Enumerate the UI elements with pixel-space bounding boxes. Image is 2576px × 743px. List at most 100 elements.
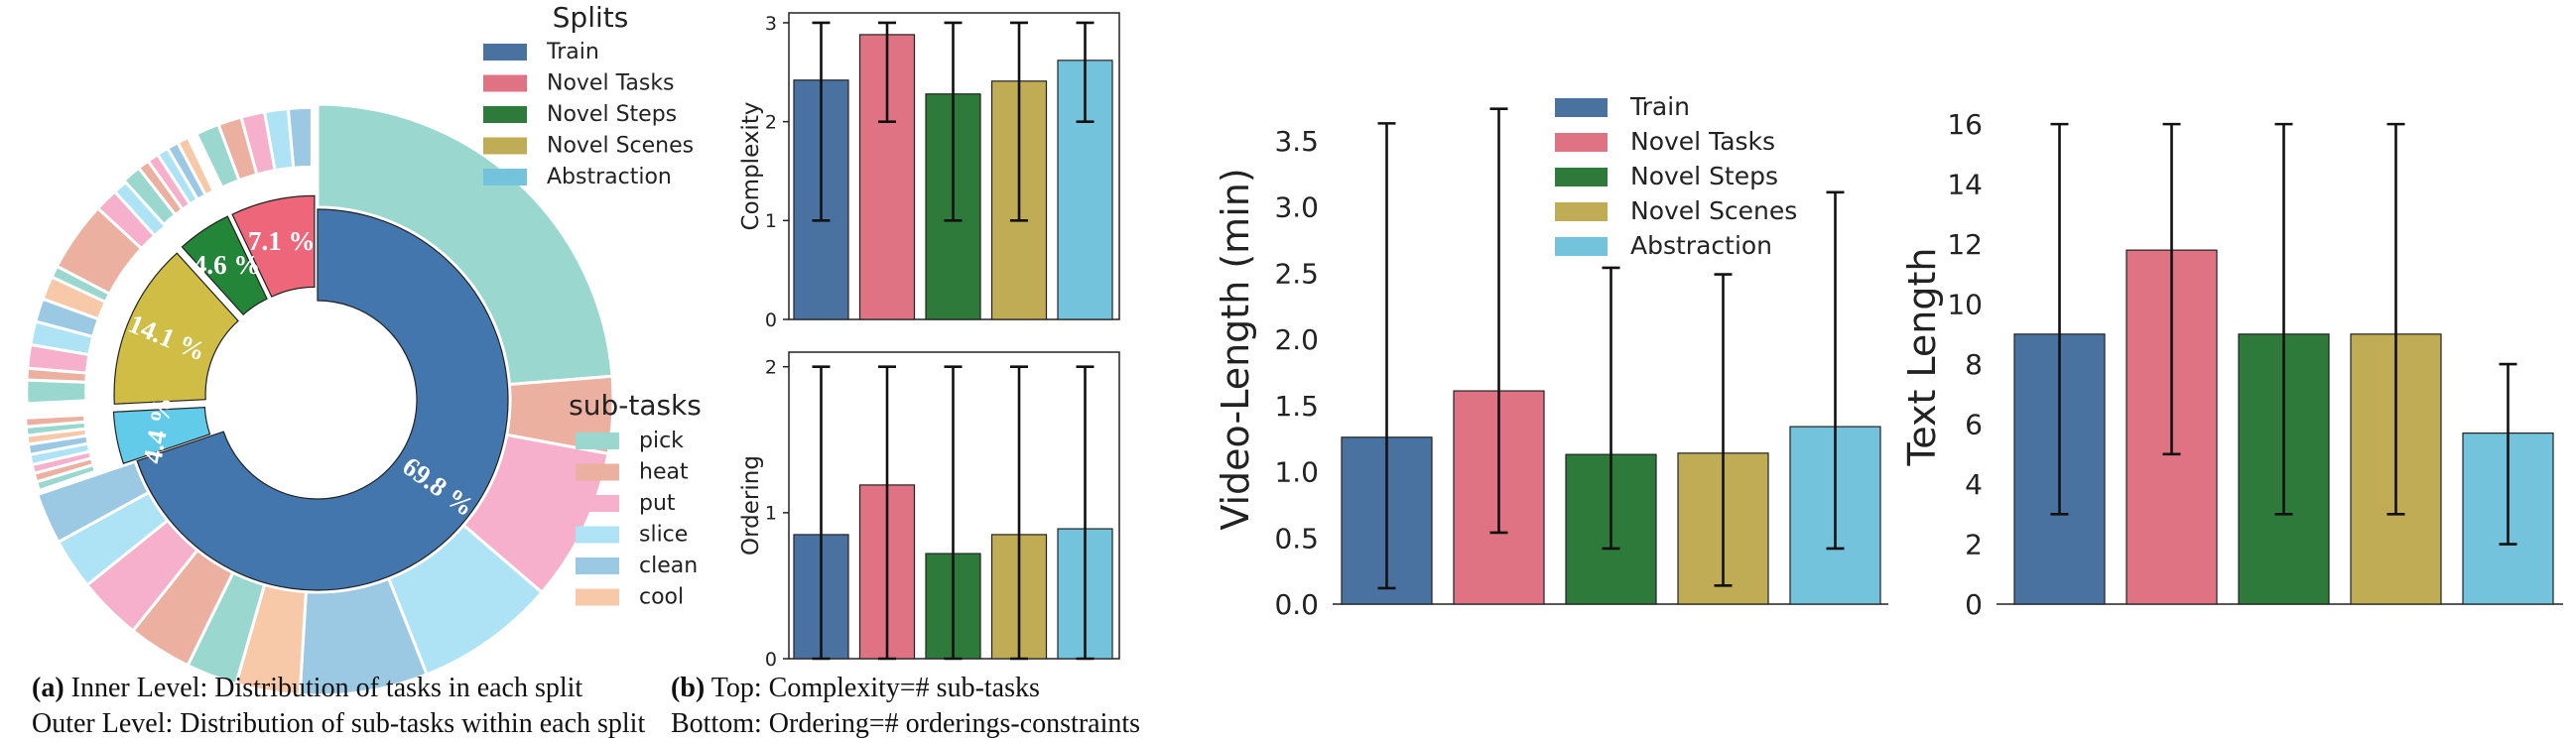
legend-item-train: Train — [483, 40, 599, 64]
legend-label: put — [639, 491, 676, 516]
y-tick-label: 0.5 — [1274, 522, 1319, 555]
legend-label: Novel Scenes — [547, 134, 694, 159]
legend-swatch — [483, 137, 527, 155]
value-label-novel-steps: 4.6 % — [193, 250, 261, 280]
legend-label: slice — [639, 523, 688, 548]
text-length-bar-chart: 0 2 4 6 8 10 12 14 16 Text Length — [1900, 108, 2563, 621]
legend-label: Novel Tasks — [1630, 127, 1775, 156]
y-tick-label: 3.0 — [1274, 191, 1319, 224]
legend-swatch — [1555, 202, 1608, 221]
legend-swatch — [576, 526, 619, 544]
legend-swatch — [1555, 133, 1608, 152]
legend-item-cool: cool — [576, 585, 684, 610]
legend-label: cool — [639, 585, 684, 610]
caption-b-line2: Bottom: Ordering=# orderings-constraints — [671, 708, 1141, 739]
outer-slice-pick — [25, 378, 88, 406]
outer-slice-slice — [112, 174, 172, 238]
y-tick-label: 1 — [765, 210, 777, 232]
subtasks-legend: sub-tasks pick heat put slice clean cool — [569, 389, 702, 610]
y-tick-label: 0 — [765, 649, 777, 671]
y-tick-label: 1.0 — [1274, 456, 1319, 489]
y-tick-label: 0 — [765, 310, 777, 331]
inner-slice-novel-scenes — [113, 252, 239, 405]
legend-item-novel-steps: Novel Steps — [1555, 162, 1778, 190]
video-length-bar-chart: 0.0 0.5 1.0 1.5 2.0 2.5 3.0 3.5 Video-Length (mi… — [1214, 107, 1888, 621]
legend-label: Novel Tasks — [547, 71, 675, 96]
y-axis-label: Text Length — [1900, 247, 1944, 466]
y-tick-label: 3 — [765, 13, 777, 35]
inner-slice-novel-tasks — [231, 194, 316, 298]
inner-ring — [112, 194, 509, 591]
outer-slice-heat — [24, 413, 87, 429]
legend-swatch — [576, 433, 619, 449]
legend-title: Splits — [553, 1, 629, 34]
y-axis-label: Ordering — [738, 455, 764, 556]
legend-item-put: put — [576, 491, 676, 516]
outer-slice-pick — [316, 102, 614, 387]
legend-item-novel-tasks: Novel Tasks — [1555, 127, 1775, 156]
outer-slice-clean — [35, 459, 151, 545]
y-tick-label: 12 — [1947, 228, 1983, 261]
y-tick-label: 4 — [1965, 468, 1983, 501]
inner-slice-novel-steps — [181, 215, 268, 316]
legend-item-abstraction: Abstraction — [483, 165, 672, 189]
y-tick-label: 2.0 — [1274, 323, 1319, 356]
legend-item-slice: slice — [576, 523, 688, 548]
nested-donut-chart: 69.8 %4.4 %14.1 %4.6 %7.1 % — [24, 102, 615, 697]
legend-label: Train — [546, 40, 599, 64]
legend-swatch — [576, 588, 619, 606]
y-axis-label: Video-Length (min) — [1214, 168, 1257, 530]
legend-swatch — [576, 557, 619, 574]
legend-swatch — [483, 44, 527, 61]
complexity-bar-chart: 0 1 2 3 Complexity — [738, 12, 1120, 331]
legend-swatch — [1555, 237, 1608, 256]
inner-slice-abstraction — [112, 407, 211, 465]
video-length-legend: Train Novel Tasks Novel Steps Novel Scenes A… — [1555, 92, 1797, 260]
y-tick-label: 6 — [1965, 409, 1983, 441]
legend-label: Novel Steps — [1630, 162, 1778, 190]
legend-item-train: Train — [1555, 92, 1690, 121]
legend-swatch — [483, 106, 527, 123]
caption-b-line1: (b) Top: Complexity=# sub-tasks — [671, 673, 1040, 703]
inner-slice-train — [136, 208, 509, 591]
legend-swatch — [576, 495, 619, 512]
legend-item-novel-tasks: Novel Tasks — [483, 71, 675, 96]
legend-label: pick — [639, 429, 684, 453]
legend-item-novel-steps: Novel Steps — [483, 102, 677, 127]
y-tick-label: 10 — [1947, 289, 1983, 321]
ordering-bar-chart: 0 1 2 Ordering — [738, 351, 1120, 671]
legend-item-heat: heat — [576, 460, 689, 485]
legend-label: heat — [639, 460, 689, 485]
legend-swatch — [1555, 98, 1608, 117]
y-tick-label: 0.0 — [1274, 588, 1319, 621]
y-tick-label: 0 — [1965, 588, 1983, 621]
legend-label: Abstraction — [1630, 231, 1772, 260]
legend-label: clean — [639, 554, 698, 578]
legend-swatch — [576, 463, 619, 481]
y-tick-label: 2 — [765, 111, 777, 133]
caption-a-line1: (a) Inner Level: Distribution of tasks i… — [32, 673, 583, 703]
y-tick-label: 3.5 — [1274, 125, 1319, 158]
y-tick-label: 16 — [1947, 108, 1983, 141]
legend-item-pick: pick — [576, 429, 684, 453]
outer-slice-clean — [286, 105, 314, 170]
legend-swatch — [1555, 168, 1608, 186]
legend-swatch — [483, 169, 527, 186]
y-tick-label: 1 — [765, 503, 777, 525]
y-tick-label: 2.5 — [1274, 257, 1319, 290]
legend-item-novel-scenes: Novel Scenes — [483, 134, 694, 159]
legend-item-abstraction: Abstraction — [1555, 231, 1772, 260]
outer-ring — [24, 102, 615, 697]
legend-label: Abstraction — [547, 165, 672, 189]
y-tick-label: 1.5 — [1274, 390, 1319, 423]
outer-slice-cool — [175, 135, 216, 197]
legend-item-clean: clean — [576, 554, 698, 578]
y-tick-label: 8 — [1965, 348, 1983, 381]
value-label-novel-tasks: 7.1 % — [248, 226, 316, 256]
splits-legend: Splits Train Novel Tasks Novel Steps Novel S… — [483, 1, 694, 189]
caption-a-line2: Outer Level: Distribution of sub-tasks w… — [32, 708, 646, 739]
y-tick-label: 2 — [1965, 529, 1983, 561]
y-tick-label: 14 — [1947, 169, 1983, 201]
y-axis-label: Complexity — [738, 102, 764, 231]
